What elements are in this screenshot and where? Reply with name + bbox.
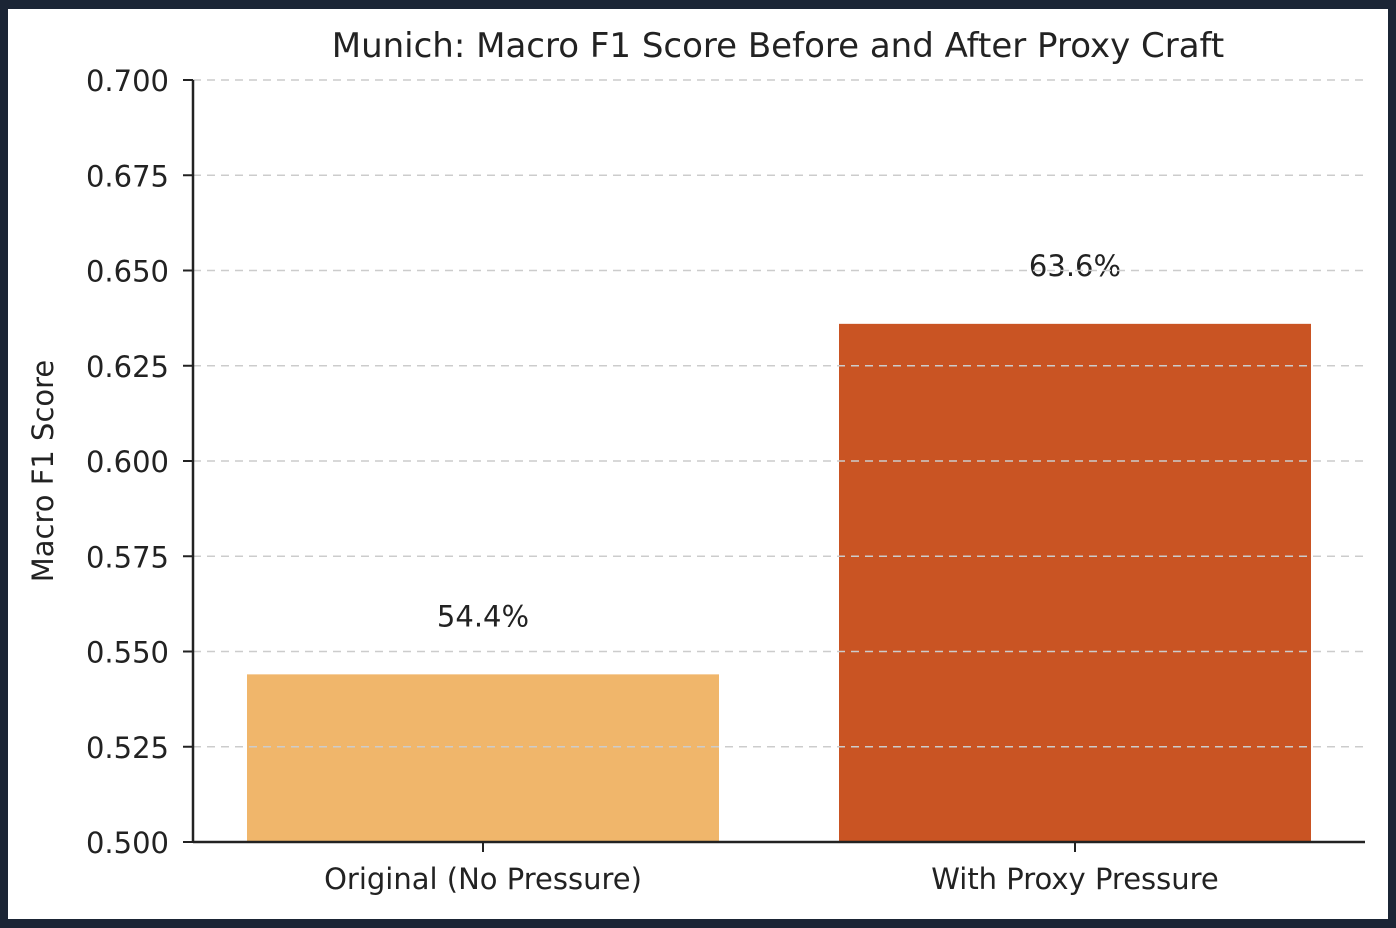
y-tick-label: 0.600 xyxy=(86,445,169,479)
bar-value-label: 63.6% xyxy=(1029,249,1121,283)
y-tick-label: 0.700 xyxy=(86,64,169,98)
chart-title: Munich: Macro F1 Score Before and After … xyxy=(332,26,1225,66)
bar-chart: Munich: Macro F1 Score Before and After … xyxy=(26,26,1365,896)
chart-frame: Munich: Macro F1 Score Before and After … xyxy=(8,9,1388,919)
y-tick-label: 0.650 xyxy=(86,255,169,289)
y-tick-labels: 0.500 0.525 0.550 0.575 0.600 0.625 0.650 0.675… xyxy=(86,64,169,860)
x-tick-label: With Proxy Pressure xyxy=(931,862,1219,896)
x-tick-label: Original (No Pressure) xyxy=(324,862,642,896)
y-tick-label: 0.625 xyxy=(86,350,169,384)
bar xyxy=(839,323,1311,843)
y-tick-label: 0.675 xyxy=(86,159,169,193)
y-tick-label: 0.550 xyxy=(86,636,169,670)
bar xyxy=(247,674,719,842)
y-axis-label: Macro F1 Score xyxy=(26,360,60,583)
bar-value-label: 54.4% xyxy=(437,599,529,633)
x-tick-labels: Original (No Pressure) With Proxy Pressur… xyxy=(324,862,1219,896)
y-tick-label: 0.500 xyxy=(86,826,169,860)
axes xyxy=(183,79,1365,852)
y-tick-label: 0.575 xyxy=(86,540,169,574)
y-tick-label: 0.525 xyxy=(86,731,169,765)
bars: 54.4% 63.6% xyxy=(193,79,1365,843)
